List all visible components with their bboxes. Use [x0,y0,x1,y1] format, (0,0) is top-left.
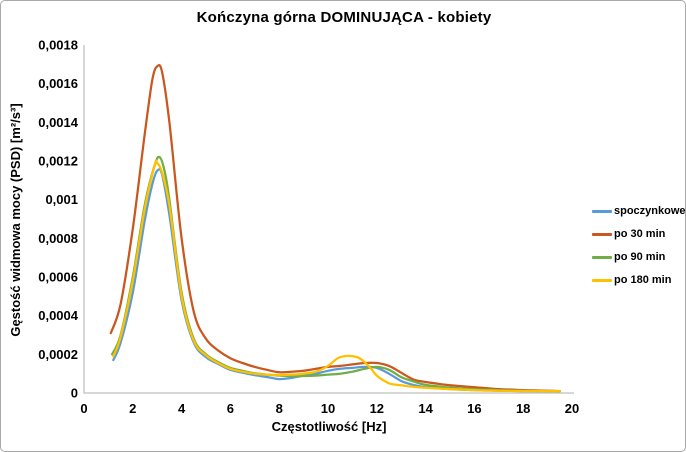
y-tick-label: 0,0008 [38,231,78,246]
legend-swatch-icon [592,278,612,282]
series-line-po-180-min [112,159,561,393]
x-tick-label: 14 [418,401,433,416]
axis-lines [83,45,574,394]
x-tick-label: 12 [370,401,384,416]
y-tick-label: 0,0012 [38,154,78,169]
x-tick-label: 18 [516,401,530,416]
x-tick-label: 0 [80,401,87,416]
y-tick-label: 0,0014 [38,115,79,130]
y-tick-label: 0,001 [45,192,78,207]
legend-label: po 90 min [614,251,666,263]
legend-swatch-icon [592,209,612,213]
legend-swatch-icon [592,232,612,236]
legend: spoczynkowe po 30 min po 90 min po 180 min [592,204,686,287]
y-tick-label: 0,0004 [38,308,79,323]
x-tick-label: 20 [565,401,579,416]
x-tick-label: 6 [227,401,234,416]
legend-item-po-180-min: po 180 min [592,273,685,287]
legend-item-po-90-min: po 90 min [592,250,685,264]
x-tick-label: 10 [321,401,335,416]
legend-label: po 180 min [614,274,672,286]
x-tick-label: 2 [129,401,136,416]
x-tick-label: 8 [276,401,283,416]
x-tick-label: 16 [467,401,481,416]
chart-title: Kończyna górna DOMINUJĄCA - kobiety [196,9,492,26]
x-tick-label: 4 [178,401,186,416]
x-axis-title: Częstotliwość [Hz] [271,419,387,434]
series-line-po-30-min [109,63,561,393]
series-line-po-90-min [110,155,561,393]
legend-swatch-icon [592,255,612,259]
legend-label: po 30 min [614,228,666,240]
legend-item-po-30-min: po 30 min [592,227,685,241]
y-tick-label: 0,0016 [38,76,78,91]
y-tick-label: 0 [71,386,78,401]
y-tick-label: 0,0018 [38,38,78,53]
legend-label: spoczynkowe [614,205,686,217]
legend-item-spoczynkowe: spoczynkowe [592,204,686,218]
y-tick-label: 0,0006 [38,270,78,285]
y-axis-title: Gęstość widmowa mocy (PSD) [m²/s³] [8,103,23,337]
y-tick-label: 0,0002 [38,347,78,362]
